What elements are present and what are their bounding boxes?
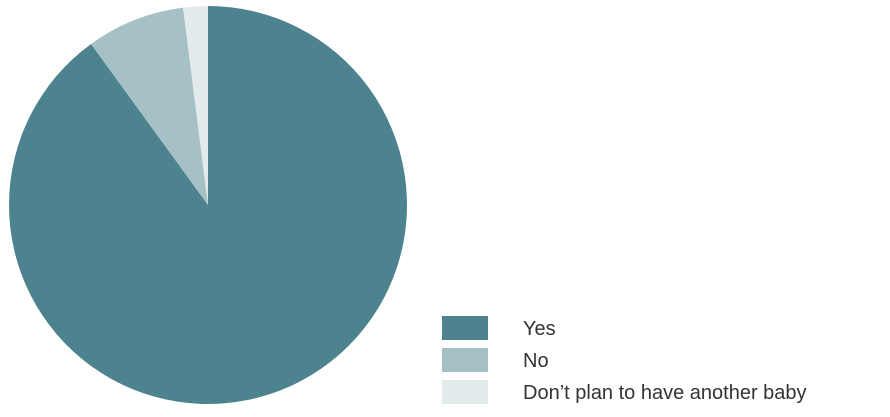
legend-item-no: No xyxy=(442,348,549,372)
pie-slices xyxy=(8,6,407,404)
legend-swatch-yes xyxy=(442,316,488,340)
legend-item-yes: Yes xyxy=(442,316,556,340)
legend-label-don-t-plan-to-have-another-baby: Don’t plan to have another baby xyxy=(523,382,807,404)
pie-slice-don-t-plan-to-have-another-baby xyxy=(183,6,208,205)
legend-swatch-no xyxy=(442,348,488,372)
legend-swatch-don-t-plan-to-have-another-baby xyxy=(442,380,488,404)
legend-label-yes: Yes xyxy=(523,318,556,340)
pie-slice-no xyxy=(91,7,208,206)
legend: Yes No Don’t plan to have another baby xyxy=(442,316,807,404)
pie-slice-yes xyxy=(8,6,407,404)
legend-label-no: No xyxy=(523,350,549,372)
legend-item-don-t-plan-to-have-another-baby: Don’t plan to have another baby xyxy=(442,380,807,404)
